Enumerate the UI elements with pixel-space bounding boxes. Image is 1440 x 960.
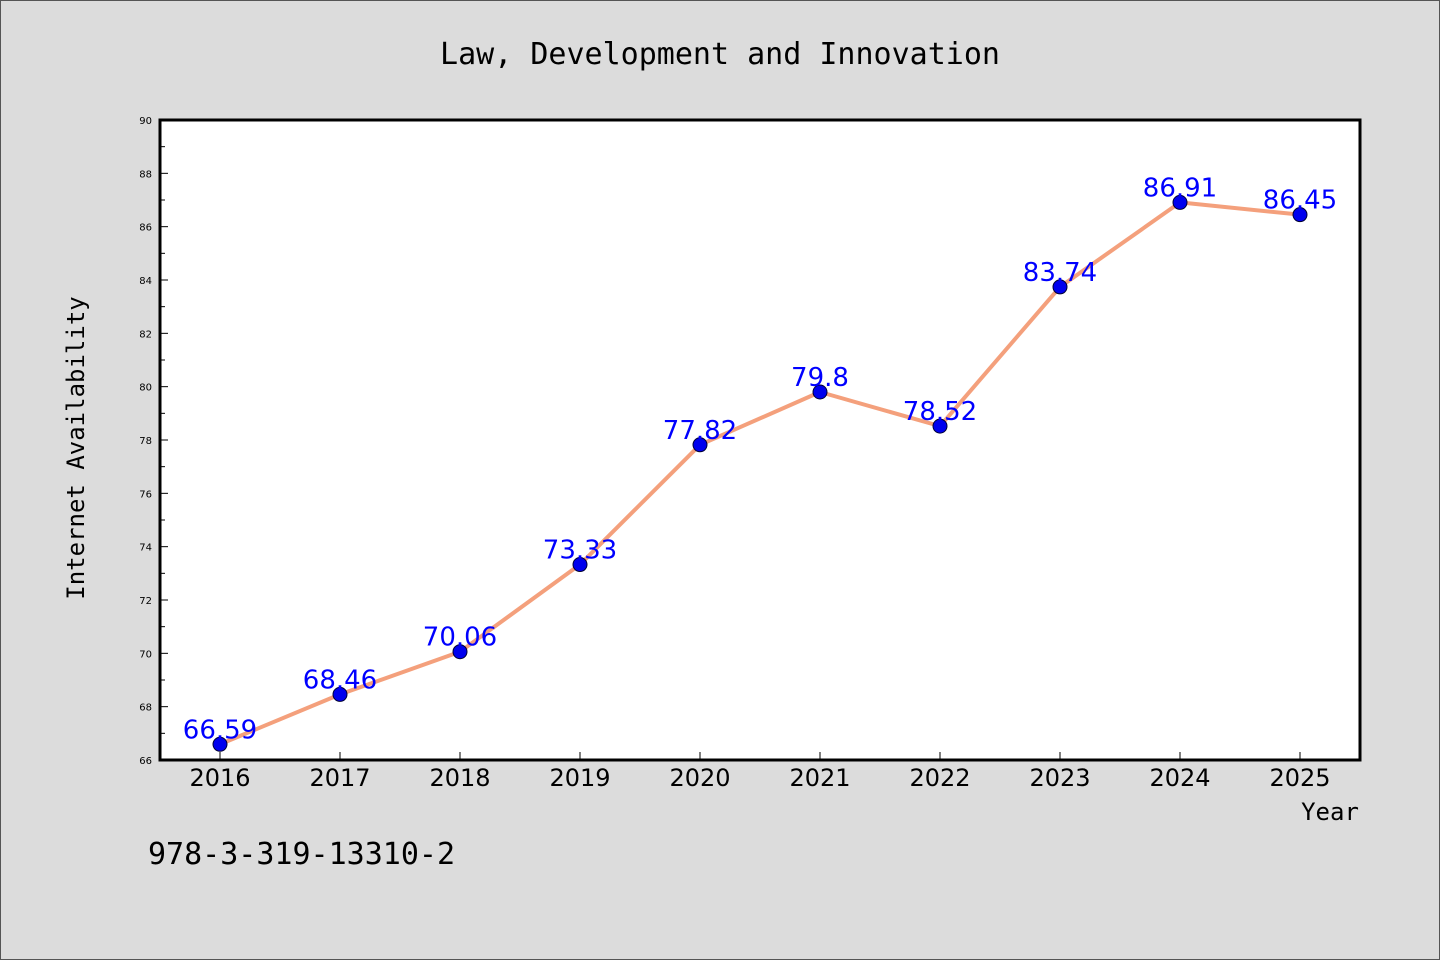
y-tick-label: 68 — [139, 703, 152, 714]
data-point — [1172, 194, 1188, 210]
y-tick-label: 78 — [139, 436, 152, 447]
data-point — [572, 557, 588, 573]
y-tick-label: 80 — [139, 383, 152, 394]
y-tick-label: 90 — [139, 116, 152, 127]
data-label: 83.74 — [1023, 258, 1097, 288]
data-label: 77.82 — [663, 416, 737, 446]
y-tick-label: 66 — [139, 756, 152, 767]
x-tick-label: 2016 — [189, 764, 250, 792]
data-label: 78.52 — [903, 397, 977, 427]
x-tick-label: 2025 — [1269, 764, 1330, 792]
data-point — [212, 736, 228, 752]
x-tick-label: 2019 — [549, 764, 610, 792]
data-label: 86.45 — [1263, 186, 1337, 216]
plot-area: 66 68 70 72 74 76 78 80 82 84 86 88 90 2016 2017 2018 20… — [139, 116, 1362, 792]
data-point — [932, 418, 948, 434]
x-tick-label: 2017 — [309, 764, 370, 792]
x-tick-label: 2021 — [789, 764, 850, 792]
series-line — [219, 200, 1301, 747]
y-tick-label: 72 — [139, 596, 152, 607]
data-point — [452, 644, 468, 660]
y-tick-label: 74 — [139, 543, 152, 554]
x-tick-label: 2020 — [669, 764, 730, 792]
data-point — [692, 437, 708, 453]
isbn-text: 978-3-319-13310-2 — [148, 837, 455, 872]
y-tick-label: 84 — [139, 276, 152, 287]
y-tick-label: 76 — [139, 489, 152, 500]
x-tick-label: 2018 — [429, 764, 490, 792]
x-tick-label: 2024 — [1149, 764, 1210, 792]
y-tick-label: 88 — [139, 169, 152, 180]
y-axis-label: Internet Availability — [62, 296, 90, 599]
plot-background — [158, 118, 1362, 762]
data-point — [1052, 279, 1068, 295]
y-tick-label: 70 — [139, 649, 152, 660]
data-label: 70.06 — [423, 623, 497, 653]
data-point — [812, 384, 828, 400]
x-axis-label: Year — [1301, 798, 1359, 826]
data-label: 68.46 — [303, 665, 377, 695]
y-tick-label: 86 — [139, 223, 152, 234]
x-tick-label: 2023 — [1029, 764, 1090, 792]
data-label: 73.33 — [543, 536, 617, 566]
chart-title: Law, Development and Innovation — [440, 37, 1000, 72]
data-point — [332, 686, 348, 702]
y-tick-label: 82 — [139, 329, 152, 340]
data-label: 86.91 — [1143, 173, 1217, 203]
data-label: 79.8 — [791, 363, 849, 393]
x-tick-label: 2022 — [909, 764, 970, 792]
data-label: 66.59 — [183, 715, 257, 745]
data-point — [1292, 207, 1308, 223]
